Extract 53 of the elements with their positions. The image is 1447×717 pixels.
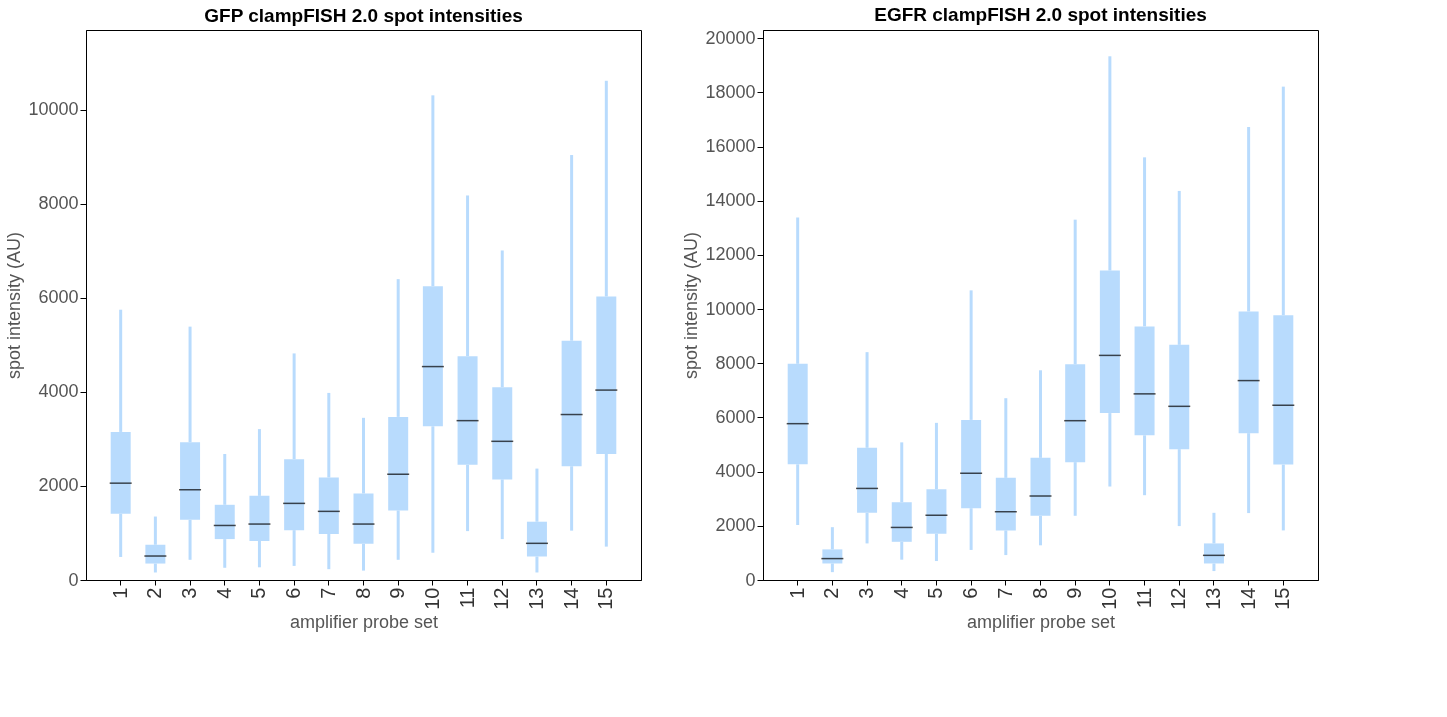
x-tick-label: 11 [1132, 587, 1155, 609]
y-tick-label: 10000 [705, 298, 756, 319]
y-tick-label: 2000 [38, 475, 79, 496]
x-tick-label: 12 [1167, 587, 1190, 610]
x-tick-label: 15 [594, 587, 617, 610]
y-tick-label: 6000 [715, 406, 756, 427]
y-tick-label: 4000 [715, 461, 756, 482]
x-tick-label: 14 [559, 587, 582, 610]
x-tick-label: 1 [108, 587, 131, 599]
x-tick-label: 7 [993, 587, 1016, 599]
x-tick-label: 12 [490, 587, 513, 610]
x-tick-label: 2 [820, 587, 843, 599]
y-axis-title: spot intensity (AU) [681, 231, 702, 380]
x-tick-label: 14 [1236, 587, 1259, 610]
x-tick-label: 3 [178, 587, 201, 599]
x-tick-label: 4 [889, 587, 912, 599]
y-tick-label: 20000 [705, 27, 756, 48]
x-axis-title: amplifier probe set [966, 611, 1116, 632]
x-tick-label: 13 [524, 587, 547, 610]
y-tick-label: 10000 [28, 99, 79, 120]
x-tick-label: 6 [959, 587, 982, 599]
x-tick-label: 13 [1201, 587, 1224, 610]
x-tick-label: 3 [855, 587, 878, 599]
x-tick-label: 11 [455, 587, 478, 609]
x-tick-label: 15 [1271, 587, 1294, 610]
y-tick-label: 14000 [705, 190, 756, 211]
x-tick-label: 10 [1097, 587, 1120, 610]
y-tick-label: 16000 [705, 136, 756, 156]
y-tick-label: 12000 [705, 244, 756, 265]
x-tick-label: 2 [143, 587, 166, 599]
y-tick-label: 0 [745, 569, 756, 590]
chart-title: EGFR clampFISH 2.0 spot intensities [874, 4, 1207, 26]
x-tick-label: 10 [420, 587, 443, 610]
x-tick-label: 4 [212, 587, 235, 599]
x-tick-label: 5 [924, 587, 947, 599]
y-tick-label: 4000 [38, 381, 79, 402]
x-axis-title: amplifier probe set [289, 611, 439, 632]
y-tick-label: 8000 [38, 193, 79, 214]
x-tick-label: 9 [386, 587, 409, 599]
x-tick-label: 6 [282, 587, 305, 599]
x-tick-label: 8 [1028, 587, 1051, 599]
chart-title: GFP clampFISH 2.0 spot intensities [204, 5, 523, 26]
y-tick-label: 2000 [715, 515, 756, 536]
y-tick-label: 0 [68, 569, 79, 590]
x-tick-label: 7 [316, 587, 339, 599]
y-axis-title: spot intensity (AU) [4, 231, 25, 380]
y-tick-label: 8000 [715, 352, 756, 373]
x-tick-label: 1 [785, 587, 808, 599]
y-tick-label: 18000 [705, 81, 756, 102]
x-tick-label: 8 [351, 587, 374, 599]
y-tick-label: 6000 [38, 287, 79, 308]
x-tick-label: 5 [247, 587, 270, 599]
x-tick-label: 9 [1063, 587, 1086, 599]
